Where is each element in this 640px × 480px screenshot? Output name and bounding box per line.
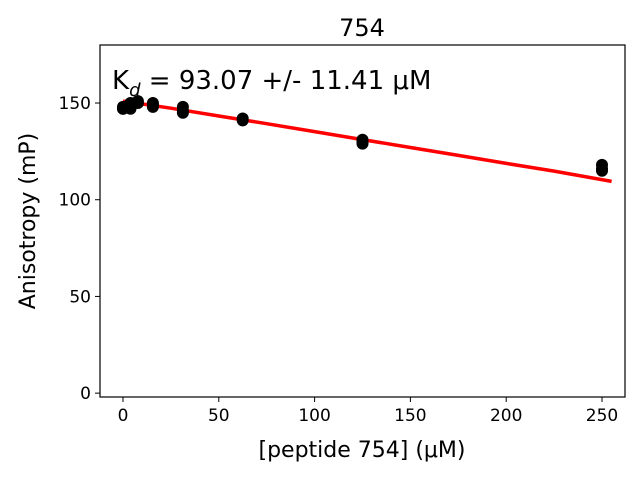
plot-area bbox=[117, 95, 612, 184]
kd-annotation-prefix: K bbox=[112, 66, 130, 96]
x-tick-label: 150 bbox=[394, 406, 426, 426]
y-tick-label: 150 bbox=[59, 94, 91, 114]
chart-title: 754 bbox=[339, 14, 385, 42]
x-axis: 0 50 100 150 200 250 bbox=[118, 397, 618, 426]
plot-frame bbox=[99, 44, 626, 398]
y-tick-label: 50 bbox=[69, 287, 91, 307]
x-tick-label: 200 bbox=[490, 406, 522, 426]
data-point bbox=[596, 164, 608, 177]
data-point bbox=[236, 112, 249, 125]
kd-annotation-suffix: = 93.07 +/- 11.41 μM bbox=[141, 66, 432, 96]
data-point bbox=[356, 137, 369, 150]
y-axis: 0 50 100 150 bbox=[59, 94, 100, 404]
x-tick-label: 250 bbox=[586, 406, 618, 426]
y-tick-label: 0 bbox=[80, 384, 91, 404]
x-tick-label: 0 bbox=[118, 406, 129, 426]
data-point bbox=[131, 95, 144, 108]
x-tick-label: 100 bbox=[298, 406, 330, 426]
kd-annotation-subscript: d bbox=[129, 80, 141, 101]
x-tick-label: 50 bbox=[208, 406, 230, 426]
y-tick-label: 100 bbox=[59, 191, 91, 211]
x-axis-label: [peptide 754] (μM) bbox=[259, 438, 466, 463]
kd-annotation: Kd = 93.07 +/- 11.41 μM bbox=[112, 66, 431, 101]
data-point bbox=[176, 100, 189, 113]
data-point bbox=[146, 99, 159, 111]
y-axis-label: Anisotropy (mP) bbox=[16, 133, 41, 310]
